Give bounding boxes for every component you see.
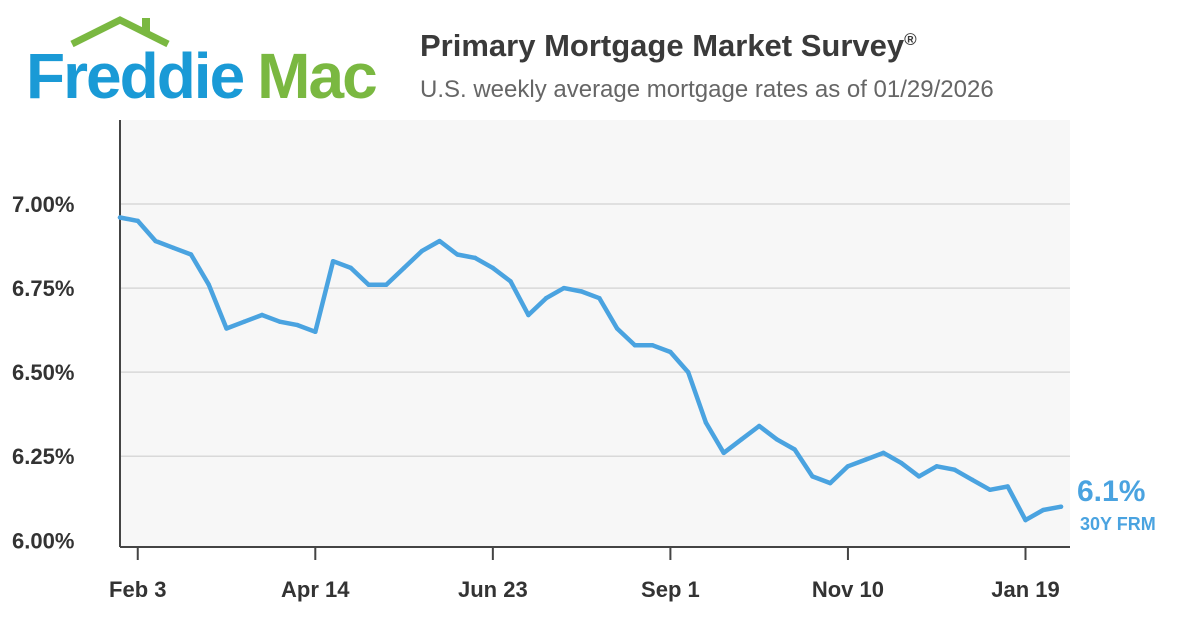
data-point	[579, 289, 584, 294]
data-point	[987, 487, 993, 493]
data-point	[1041, 507, 1046, 513]
end-series-label: 30Y FRM	[1080, 514, 1156, 534]
data-point	[916, 474, 922, 479]
data-point	[668, 349, 673, 355]
y-tick-label: 7.00%	[12, 192, 74, 217]
x-tick-label: Nov 10	[812, 577, 884, 602]
data-point	[863, 457, 868, 462]
data-point	[792, 447, 797, 452]
chart-title: Primary Mortgage Market Survey®	[420, 28, 917, 63]
logo-text-mac: Mac	[257, 40, 377, 112]
series-layer	[117, 215, 1064, 523]
data-point	[526, 312, 531, 318]
data-point	[1023, 517, 1028, 523]
data-point	[703, 420, 709, 425]
data-point	[934, 464, 939, 469]
house-roof-icon	[70, 16, 170, 48]
data-point	[117, 215, 123, 220]
series-line-30y-frm	[117, 215, 1064, 523]
data-point	[295, 322, 300, 328]
data-point	[455, 252, 460, 257]
x-tick-label: Jun 23	[458, 577, 528, 602]
data-point	[259, 312, 265, 318]
data-point	[330, 259, 336, 264]
data-point	[224, 326, 229, 331]
x-tick-label: Feb 3	[109, 577, 166, 602]
data-point	[810, 474, 815, 479]
data-point	[401, 265, 407, 271]
data-point	[614, 326, 620, 331]
data-point	[1058, 504, 1064, 509]
data-point	[490, 265, 496, 271]
chart-subtitle: U.S. weekly average mortgage rates as of…	[420, 76, 994, 103]
y-tick-label: 6.25%	[12, 444, 74, 469]
data-point	[756, 423, 762, 429]
y-tick-label: 6.75%	[12, 276, 74, 301]
data-point	[721, 450, 726, 456]
data-point	[384, 282, 389, 287]
data-point	[188, 252, 194, 257]
x-tick-label: Sep 1	[641, 577, 700, 602]
data-point	[366, 282, 371, 287]
data-point	[472, 255, 478, 261]
data-point	[774, 437, 780, 442]
data-point	[845, 464, 851, 469]
data-point	[650, 343, 655, 348]
data-point	[561, 285, 567, 291]
data-point	[277, 319, 282, 324]
y-tick-label: 6.00%	[12, 528, 74, 553]
data-point	[206, 282, 211, 287]
end-value-label: 6.1%	[1077, 475, 1145, 508]
data-point	[419, 248, 425, 254]
x-tick-label: Jan 19	[991, 577, 1060, 602]
logo-text-freddie: Freddie	[26, 40, 245, 112]
freddie-mac-logo: Freddie Mac	[26, 14, 386, 114]
data-point	[597, 295, 602, 301]
data-point	[827, 480, 833, 486]
x-tick-label: Apr 14	[281, 577, 350, 602]
plot-background	[120, 120, 1070, 547]
data-point	[135, 218, 140, 224]
data-point	[739, 437, 744, 442]
data-point	[970, 477, 975, 482]
gridlines	[120, 203, 1070, 457]
data-point	[348, 265, 354, 271]
data-point	[437, 238, 442, 244]
data-point	[952, 467, 957, 472]
data-point	[508, 279, 513, 284]
data-point	[242, 319, 247, 324]
data-point	[171, 245, 176, 250]
data-point	[899, 460, 904, 466]
data-point	[313, 329, 318, 335]
data-point	[1005, 484, 1010, 489]
data-point	[543, 295, 549, 301]
y-tick-label: 6.50%	[12, 360, 74, 385]
data-point	[632, 343, 638, 348]
data-point	[881, 450, 886, 456]
registered-mark: ®	[904, 30, 917, 49]
y-tick-labels: 6.00% 6.25% 6.50% 6.75% 7.00%	[12, 192, 74, 553]
data-point	[153, 238, 158, 244]
data-point	[685, 369, 691, 375]
x-tick-labels: Feb 3 Apr 14 Jun 23 Sep 1 Nov 10 Jan 19	[109, 547, 1060, 602]
